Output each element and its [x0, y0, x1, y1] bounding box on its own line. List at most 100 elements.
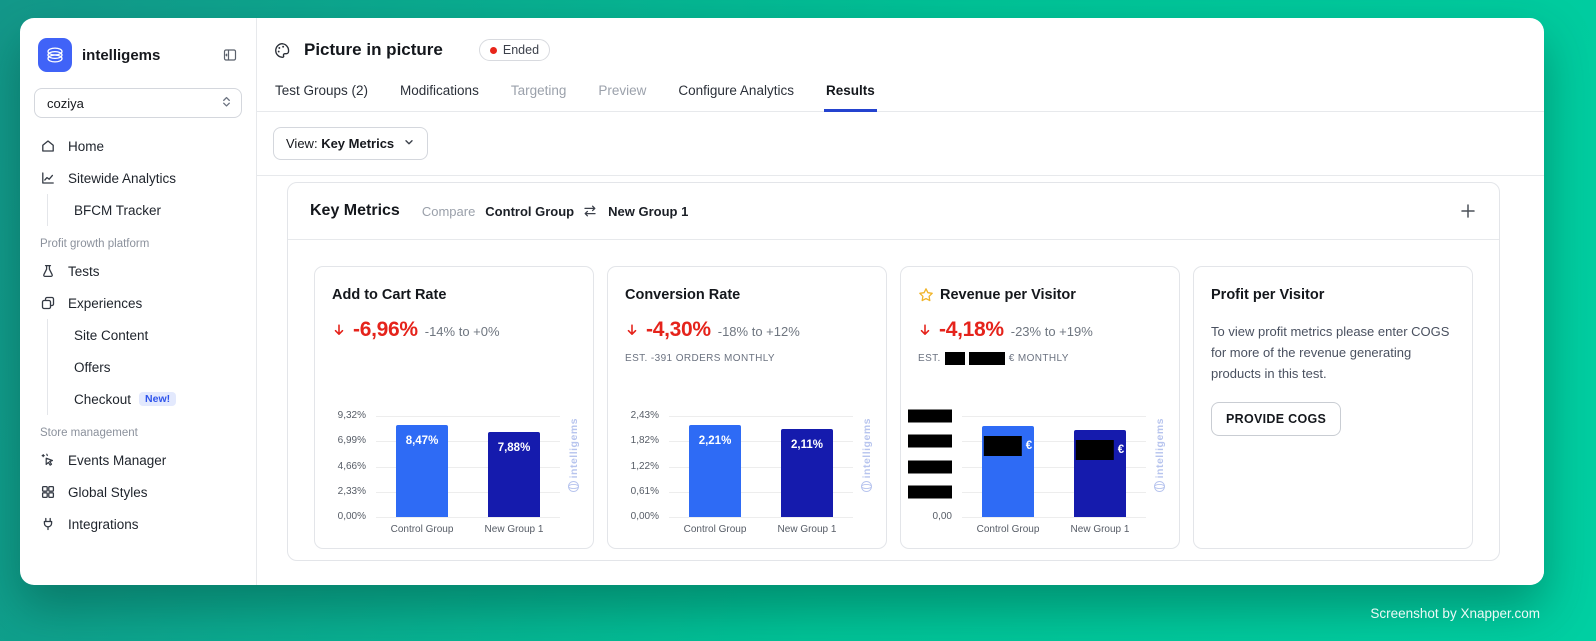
tab-modifications[interactable]: Modifications	[400, 83, 479, 98]
sidebar-item-events-manager[interactable]: Events Manager	[34, 444, 242, 476]
x-tick-label: New Group 1	[777, 524, 837, 535]
gridline	[669, 416, 853, 417]
y-tick-label: 2,33%	[337, 485, 366, 497]
bar-slot: 2,21%	[669, 416, 761, 517]
app-window: intelligems coziya Home	[20, 18, 1544, 585]
panel-title: Key Metrics	[310, 202, 400, 219]
redacted-value	[983, 436, 1022, 457]
panel-collapse-icon[interactable]	[222, 47, 238, 63]
plug-icon	[40, 516, 56, 532]
delta-value: -4,30%	[646, 318, 711, 341]
y-tick-label: 1,22%	[630, 460, 659, 472]
bar-slot: €	[962, 416, 1054, 517]
swap-arrows-icon[interactable]	[582, 203, 598, 219]
sidebar-item-global-styles[interactable]: Global Styles	[34, 476, 242, 508]
status-dot-icon	[489, 46, 497, 54]
bar-control-group: 2,21%	[689, 425, 741, 517]
metric-card-profit-per-visitor: Profit per Visitor To view profit metric…	[1193, 266, 1473, 549]
arrow-down-icon	[918, 323, 932, 337]
tab-targeting[interactable]: Targeting	[510, 83, 567, 98]
bar-value-label: €	[1075, 440, 1124, 461]
bar-new-group-1: 2,11%	[781, 429, 833, 517]
sidebar-item-sitewide-analytics[interactable]: Sitewide Analytics	[34, 162, 242, 194]
section-label-profit-growth: Profit growth platform	[40, 238, 150, 250]
sidebar-item-integrations[interactable]: Integrations	[34, 508, 242, 540]
compare-group-a[interactable]: Control Group	[485, 203, 575, 219]
plus-icon[interactable]	[1459, 202, 1477, 220]
main-area: Picture in picture Ended Test Groups (2)…	[257, 18, 1544, 585]
tab-test-groups[interactable]: Test Groups (2)	[275, 83, 369, 98]
y-tick-label: 9,32%	[337, 410, 366, 421]
x-tick-label: Control Group	[390, 524, 454, 535]
gem-ring-icon	[568, 481, 579, 493]
delta-range: -18% to +12%	[717, 324, 800, 339]
gridline	[962, 416, 1146, 417]
intelligems-watermark: intelligems	[860, 418, 873, 493]
gem-ring-icon	[1154, 481, 1165, 493]
brand-row: intelligems	[34, 32, 242, 88]
sidebar-item-offers[interactable]: Offers	[48, 351, 242, 383]
delta-range: -14% to +0%	[424, 324, 500, 339]
card-title: Conversion Rate	[625, 287, 741, 303]
store-selector-value: coziya	[47, 95, 84, 111]
compare-group-b[interactable]: New Group 1	[608, 203, 689, 219]
x-tick-label: New Group 1	[484, 524, 544, 535]
y-tick-label: 0,00%	[630, 511, 659, 522]
tab-preview[interactable]: Preview	[598, 83, 647, 98]
view-selector-button[interactable]: View: Key Metrics	[273, 127, 429, 160]
x-axis: Control Group New Group 1	[376, 524, 560, 535]
chevron-down-icon	[403, 136, 415, 151]
tab-configure-analytics[interactable]: Configure Analytics	[678, 83, 794, 98]
sidebar-item-label: Site Content	[74, 327, 149, 343]
estimate-line: EST. -391 ORDERS MONTHLY	[625, 352, 776, 364]
sidebar-item-checkout[interactable]: Checkout New!	[48, 383, 242, 415]
sidebar-item-label: Global Styles	[68, 484, 148, 500]
page-title: Picture in picture	[304, 40, 443, 59]
star-icon	[918, 287, 934, 303]
bar-slot: 2,11%	[761, 416, 853, 517]
y-tick-label: 0,00	[932, 511, 952, 522]
bar-slot: 7,88%	[468, 416, 560, 517]
revenue-per-visitor-chart: 0,00 € € intelligems Control Group New Group …	[908, 409, 1166, 535]
store-selector[interactable]: coziya	[34, 88, 242, 118]
sidebar-item-home[interactable]: Home	[34, 130, 242, 162]
plot-area: € €	[962, 416, 1146, 518]
delta-range: -23% to +19%	[1010, 324, 1093, 339]
view-value: Key Metrics	[321, 136, 395, 151]
y-tick-label: 1,82%	[630, 435, 659, 447]
intelligems-gem-icon	[38, 38, 72, 72]
bar-new-group-1: 7,88%	[488, 431, 540, 517]
y-tick-label: 0,00%	[337, 511, 366, 522]
gridline	[962, 441, 1146, 443]
sidebar-item-label: Offers	[74, 359, 111, 375]
bar-value-label: 7,88%	[497, 441, 531, 454]
tab-bar: Test Groups (2) Modifications Targeting …	[257, 73, 1544, 112]
grid-icon	[40, 484, 56, 500]
estimate-line: EST. € MONTHLY	[918, 351, 1162, 365]
new-badge: New!	[139, 391, 177, 407]
intelligems-watermark: intelligems	[1153, 418, 1166, 493]
x-tick-label: Control Group	[976, 524, 1040, 535]
screenshot-credit: Screenshot by Xnapper.com	[1370, 606, 1540, 621]
provide-cogs-button[interactable]: PROVIDE COGS	[1211, 402, 1342, 437]
estimate-line	[332, 351, 576, 365]
gridline	[669, 491, 853, 493]
results-content: Key Metrics Compare Control Group New Gr…	[257, 176, 1544, 585]
sidebar-item-label: Integrations	[68, 516, 139, 532]
x-tick-label: New Group 1	[1070, 524, 1130, 535]
key-metrics-panel: Key Metrics Compare Control Group New Gr…	[287, 182, 1500, 561]
card-title: Profit per Visitor	[1211, 287, 1325, 303]
delta-value: -4,18%	[939, 318, 1004, 341]
updown-chevron-icon	[220, 95, 233, 111]
delta-value: -6,96%	[353, 318, 418, 341]
sidebar-item-label: Tests	[68, 263, 100, 279]
bar-control-group: €	[982, 426, 1034, 517]
redacted-value	[908, 485, 952, 499]
sidebar-item-experiences[interactable]: Experiences	[34, 287, 242, 319]
tab-results[interactable]: Results	[823, 73, 877, 112]
gridline	[376, 466, 560, 468]
sidebar-item-tests[interactable]: Tests	[34, 255, 242, 287]
sidebar-item-site-content[interactable]: Site Content	[48, 319, 242, 351]
x-axis: Control Group New Group 1	[962, 524, 1146, 535]
sidebar-item-bfcm-tracker[interactable]: BFCM Tracker	[48, 194, 242, 226]
